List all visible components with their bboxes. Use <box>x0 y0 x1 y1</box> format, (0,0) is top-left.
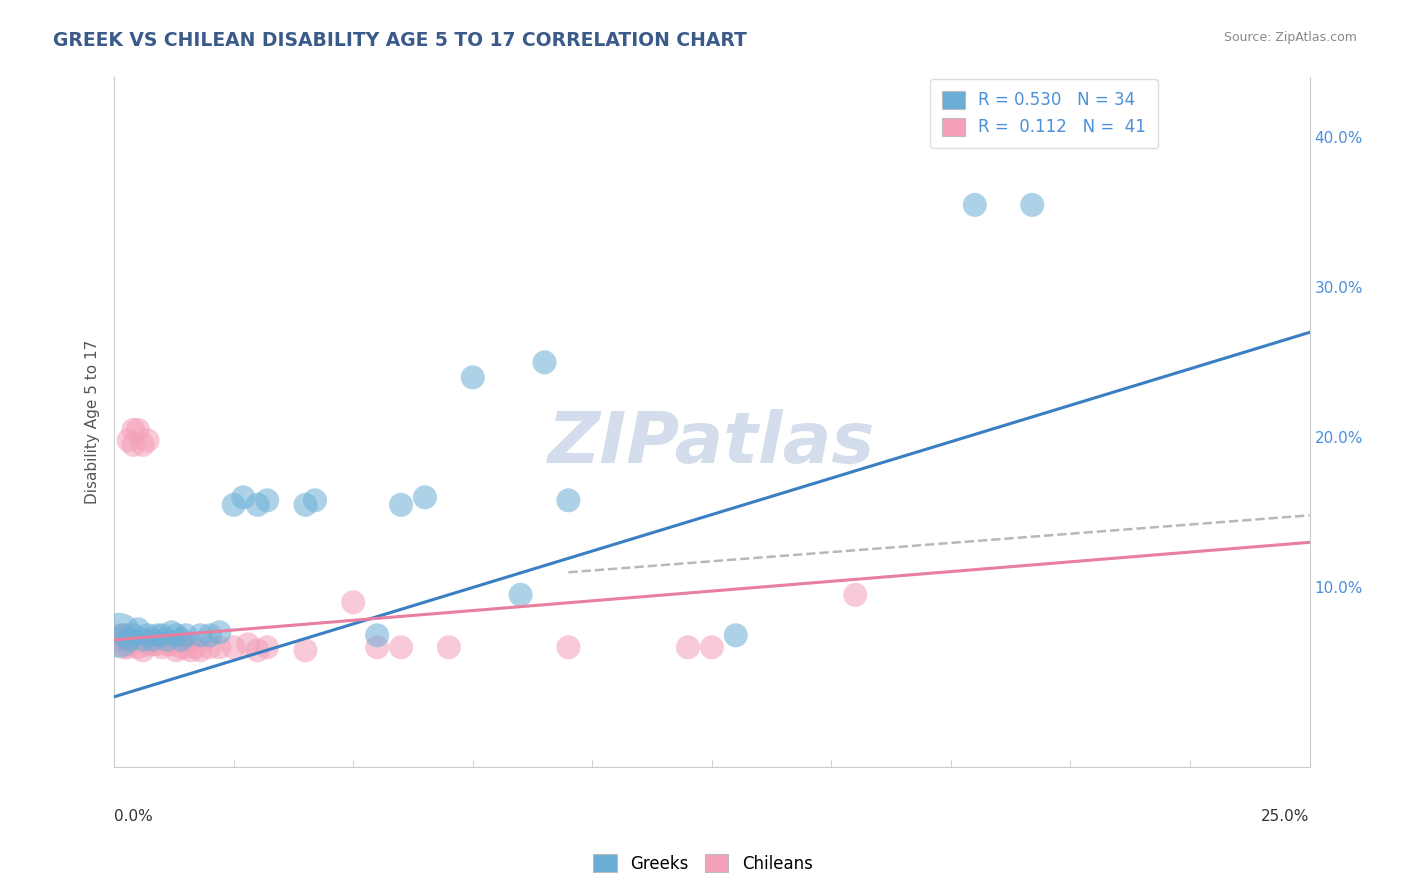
Point <box>160 625 183 640</box>
Text: GREEK VS CHILEAN DISABILITY AGE 5 TO 17 CORRELATION CHART: GREEK VS CHILEAN DISABILITY AGE 5 TO 17 … <box>53 31 748 50</box>
Point <box>676 640 699 655</box>
Point <box>165 628 187 642</box>
Point <box>117 640 139 655</box>
Point <box>132 632 155 647</box>
Point <box>724 628 747 642</box>
Y-axis label: Disability Age 5 to 17: Disability Age 5 to 17 <box>86 340 100 505</box>
Point <box>188 643 211 657</box>
Point <box>170 632 193 647</box>
Point <box>557 493 579 508</box>
Point <box>170 640 193 655</box>
Point <box>156 637 179 651</box>
Point <box>136 628 159 642</box>
Point <box>700 640 723 655</box>
Point <box>236 637 259 651</box>
Point <box>127 640 149 655</box>
Point <box>146 628 169 642</box>
Point <box>342 595 364 609</box>
Point <box>294 643 316 657</box>
Point <box>174 640 197 655</box>
Point <box>165 643 187 657</box>
Text: ZIPatlas: ZIPatlas <box>548 409 876 477</box>
Point <box>844 588 866 602</box>
Point <box>146 637 169 651</box>
Point <box>246 643 269 657</box>
Point <box>127 622 149 636</box>
Point <box>122 628 145 642</box>
Legend: R = 0.530   N = 34, R =  0.112   N =  41: R = 0.530 N = 34, R = 0.112 N = 41 <box>929 78 1157 148</box>
Point <box>222 498 245 512</box>
Point <box>108 628 131 642</box>
Point <box>246 498 269 512</box>
Point <box>132 643 155 657</box>
Point <box>222 640 245 655</box>
Point <box>112 628 135 642</box>
Point <box>294 498 316 512</box>
Point <box>198 640 221 655</box>
Text: Source: ZipAtlas.com: Source: ZipAtlas.com <box>1223 31 1357 45</box>
Point <box>413 491 436 505</box>
Point <box>184 640 207 655</box>
Text: 0.0%: 0.0% <box>114 809 153 823</box>
Point <box>1021 198 1043 212</box>
Text: 25.0%: 25.0% <box>1261 809 1309 823</box>
Point <box>127 423 149 437</box>
Point <box>117 632 139 647</box>
Point <box>136 637 159 651</box>
Point <box>122 438 145 452</box>
Point <box>136 434 159 448</box>
Point <box>156 632 179 647</box>
Point <box>141 637 163 651</box>
Point <box>122 423 145 437</box>
Point <box>117 434 139 448</box>
Point <box>108 628 131 642</box>
Legend: Greeks, Chileans: Greeks, Chileans <box>586 847 820 880</box>
Point <box>461 370 484 384</box>
Point <box>117 637 139 651</box>
Point <box>112 640 135 655</box>
Point <box>366 640 388 655</box>
Point <box>150 628 173 642</box>
Point <box>160 637 183 651</box>
Point <box>304 493 326 508</box>
Point <box>533 355 555 369</box>
Point <box>208 640 231 655</box>
Point <box>198 628 221 642</box>
Point <box>208 625 231 640</box>
Point <box>174 628 197 642</box>
Point <box>141 632 163 647</box>
Point <box>180 643 202 657</box>
Point <box>366 628 388 642</box>
Point <box>389 640 412 655</box>
Point <box>132 438 155 452</box>
Point <box>232 491 254 505</box>
Point <box>188 628 211 642</box>
Point <box>256 640 278 655</box>
Point <box>557 640 579 655</box>
Point <box>108 632 131 647</box>
Point <box>150 640 173 655</box>
Point <box>256 493 278 508</box>
Point <box>112 628 135 642</box>
Point <box>389 498 412 512</box>
Point <box>963 198 986 212</box>
Point <box>509 588 531 602</box>
Point <box>437 640 460 655</box>
